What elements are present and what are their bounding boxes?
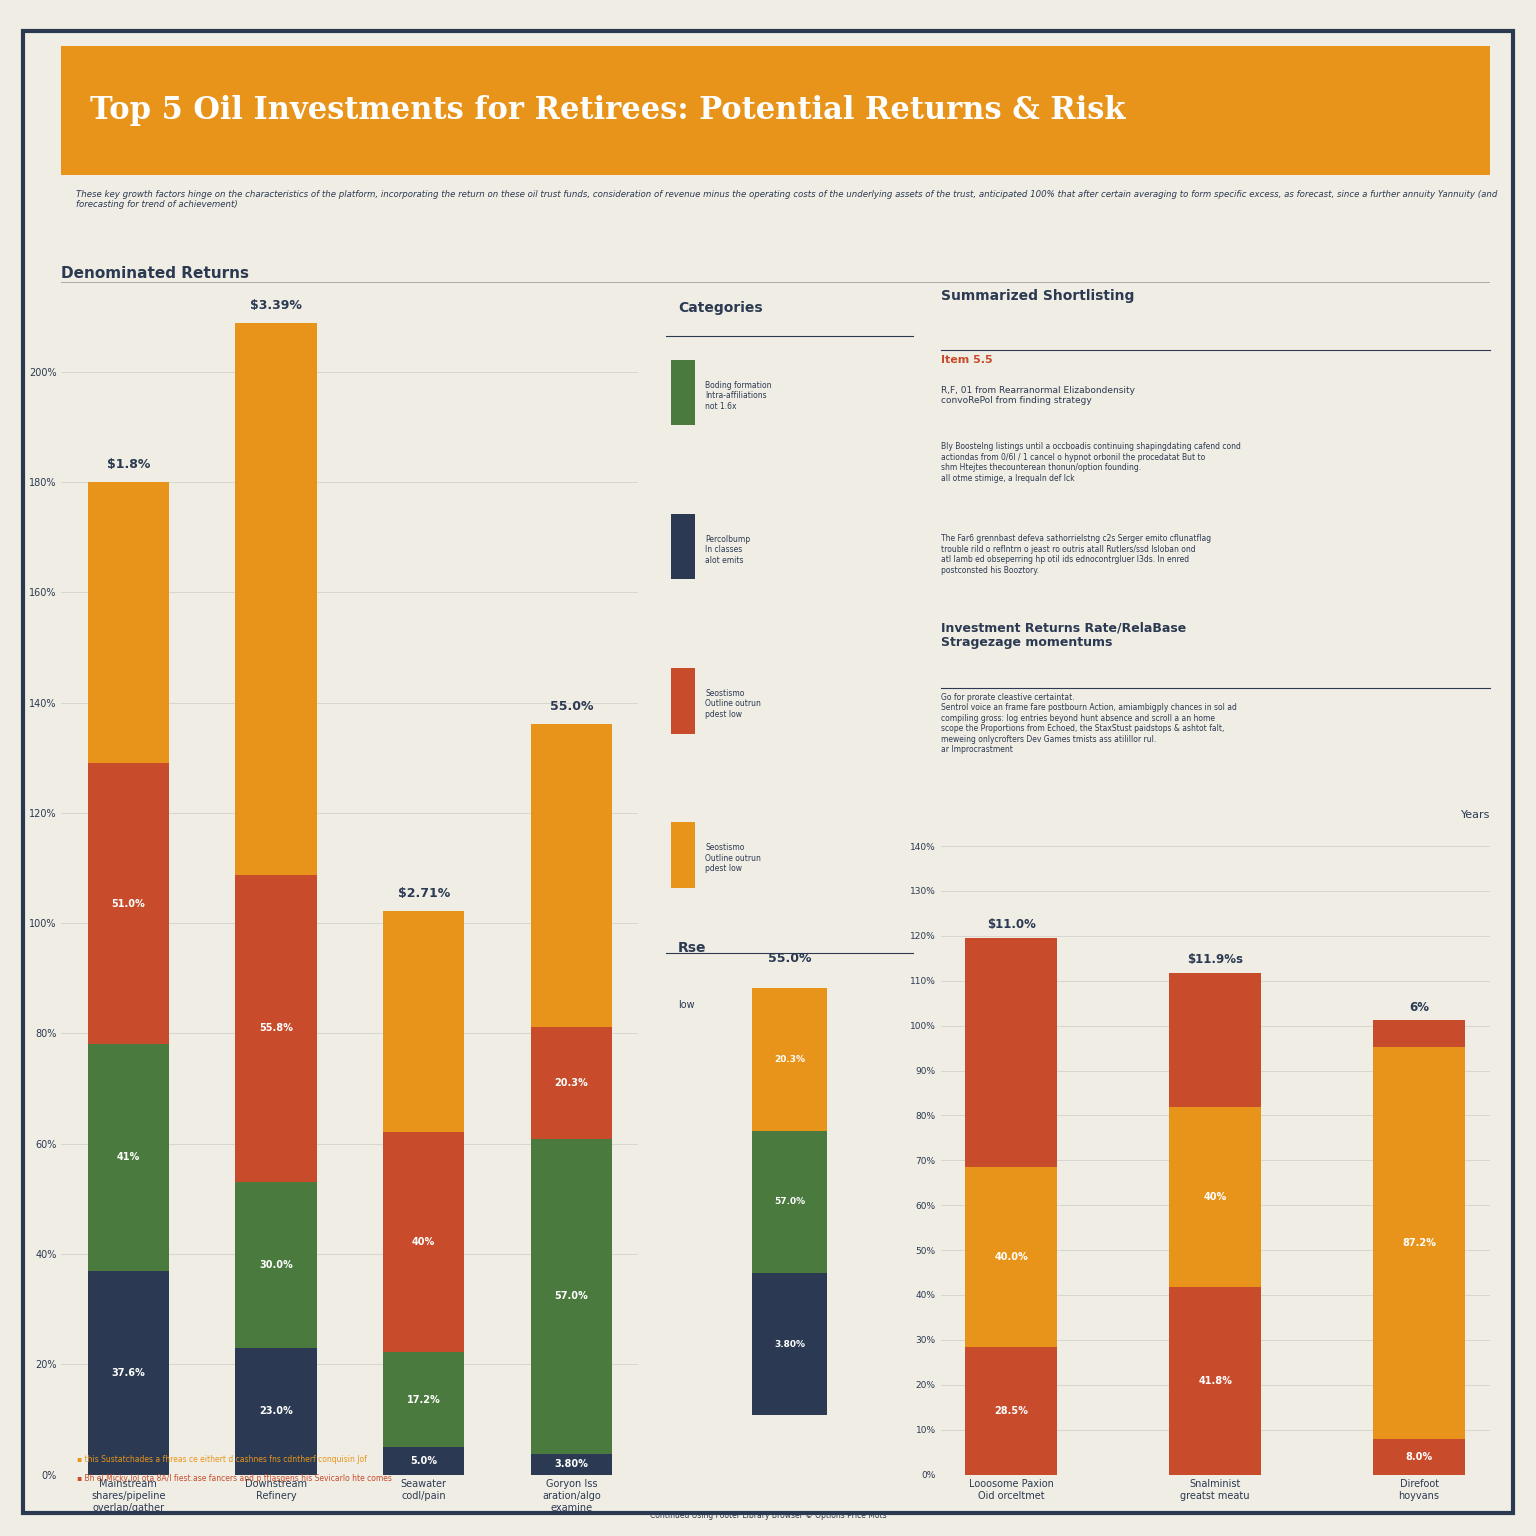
Text: R,F, 01 from Rearranormal Elizabondensity
convoRePol from finding strategy: R,F, 01 from Rearranormal Elizabondensit… [940,386,1135,406]
FancyBboxPatch shape [671,359,696,425]
Bar [235,323,316,874]
Text: 6%: 6% [1409,1000,1428,1014]
FancyBboxPatch shape [753,989,826,1130]
FancyBboxPatch shape [753,1130,826,1273]
Bar [235,874,316,1183]
Text: 55.0%: 55.0% [768,952,811,965]
Text: $11.0%: $11.0% [988,919,1035,931]
Bar [88,763,169,1044]
Text: 41%: 41% [117,1152,140,1163]
FancyBboxPatch shape [753,1273,826,1415]
Bar [531,723,613,1028]
Bar [88,1044,169,1270]
Text: Categories: Categories [679,301,763,315]
Text: Seostismo
Outline outrun
pdest low: Seostismo Outline outrun pdest low [705,690,762,719]
FancyBboxPatch shape [671,515,696,579]
Text: $1.8%: $1.8% [106,458,151,472]
Text: Summarized Shortlisting: Summarized Shortlisting [940,289,1134,303]
Text: 40%: 40% [412,1236,435,1247]
Bar [1373,1020,1465,1048]
Text: Investment Returns Rate/RelaBase
Stragezage momentums: Investment Returns Rate/RelaBase Stragez… [940,622,1186,650]
Bar [1373,1439,1465,1475]
Bar [235,1183,316,1347]
Bar [966,1167,1057,1347]
Bar [531,1028,613,1140]
Bar [382,1352,464,1447]
Text: $2.71%: $2.71% [398,886,450,900]
Text: Top 5 Oil Investments for Retirees: Potential Returns & Risk: Top 5 Oil Investments for Retirees: Pote… [91,95,1126,126]
Bar [235,1347,316,1475]
Text: low: low [679,1000,694,1011]
Text: 40.0%: 40.0% [994,1252,1028,1263]
Text: 55.8%: 55.8% [260,1023,293,1034]
Text: 55.0%: 55.0% [550,700,593,713]
Bar [531,1140,613,1453]
Bar [382,1132,464,1352]
Bar [1373,1048,1465,1439]
Text: 20.3%: 20.3% [774,1055,805,1064]
Text: 17.2%: 17.2% [407,1395,441,1404]
Text: 87.2%: 87.2% [1402,1238,1436,1247]
Bar [1169,972,1261,1107]
Text: 41.8%: 41.8% [1198,1376,1232,1385]
FancyBboxPatch shape [671,668,696,734]
Text: Seostismo
Outline outrun
pdest low: Seostismo Outline outrun pdest low [705,843,762,872]
Text: Bly Boostelng listings until a occboadis continuing shapingdating cafend cond
ac: Bly Boostelng listings until a occboadis… [940,442,1241,482]
Text: 37.6%: 37.6% [112,1367,146,1378]
Text: ▪ Bh el Micky lol ota 8A/l fiest.ase fancers and p ftlasgens his Sevicarlo hte c: ▪ Bh el Micky lol ota 8A/l fiest.ase fan… [77,1473,392,1482]
Text: 3.80%: 3.80% [554,1459,588,1468]
Text: 23.0%: 23.0% [260,1405,293,1416]
Bar [966,938,1057,1167]
Text: 5.0%: 5.0% [410,1456,438,1465]
Bar [88,1270,169,1475]
Text: 30.0%: 30.0% [260,1260,293,1270]
Text: Continued Using Footer Library Browser © Options Price Mots: Continued Using Footer Library Browser ©… [650,1510,886,1519]
Text: 20.3%: 20.3% [554,1078,588,1089]
Text: ▪ this Sustatchades a fhreas ce eithert d cashnes fns cdntherf conquisin Jof: ▪ this Sustatchades a fhreas ce eithert … [77,1455,367,1464]
Text: Boding formation
Intra-affiliations
not 1.6x: Boding formation Intra-affiliations not … [705,381,773,410]
Text: $11.9%s: $11.9%s [1187,952,1243,966]
Text: 57.0%: 57.0% [774,1198,805,1206]
Bar [531,1453,613,1475]
Text: Years: Years [1461,809,1490,820]
Bar [1169,1287,1261,1475]
Text: 57.0%: 57.0% [554,1292,588,1301]
Text: Item 5.5: Item 5.5 [940,355,992,366]
Text: Go for prorate cleastive certaintat.
Sentrol voice an frame fare postbourn Actio: Go for prorate cleastive certaintat. Sen… [940,693,1236,754]
Text: These key growth factors hinge on the characteristics of the platform, incorpora: These key growth factors hinge on the ch… [75,189,1498,209]
Text: 40%: 40% [1204,1192,1227,1203]
Bar [382,1447,464,1475]
Text: Percolbump
In classes
alot emits: Percolbump In classes alot emits [705,535,751,565]
Bar [1169,1107,1261,1287]
Text: Rse: Rse [679,942,707,955]
Text: 8.0%: 8.0% [1405,1452,1433,1462]
Text: $3.39%: $3.39% [250,300,303,312]
Text: 3.80%: 3.80% [774,1339,805,1349]
Text: 51.0%: 51.0% [112,899,146,909]
Bar [88,482,169,763]
Bar [382,911,464,1132]
Text: Denominated Returns: Denominated Returns [61,266,249,281]
Text: The Far6 grennbast defeva sathorrielstng c2s Serger emito cflunatflag
trouble ri: The Far6 grennbast defeva sathorrielstng… [940,535,1210,574]
FancyBboxPatch shape [671,822,696,888]
Text: 28.5%: 28.5% [994,1405,1028,1416]
Bar [966,1347,1057,1475]
